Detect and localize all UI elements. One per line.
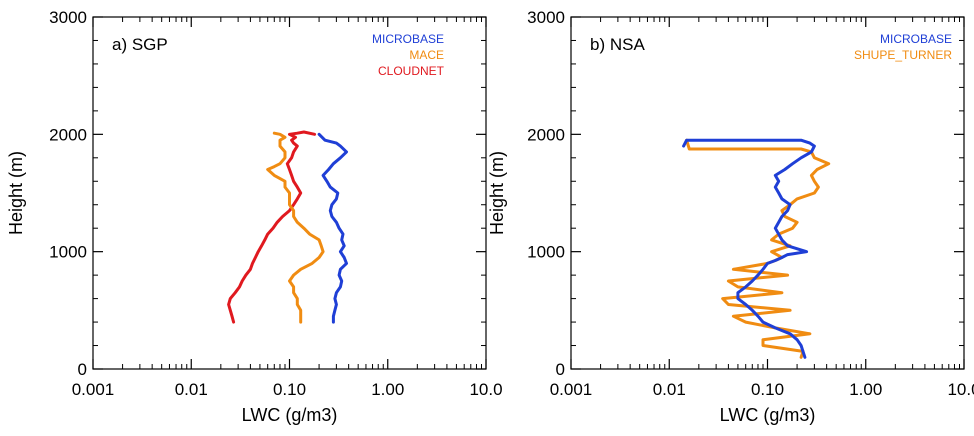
series-line-cloudnet xyxy=(227,130,317,324)
x-tick-label: 0.01 xyxy=(175,380,208,399)
legend-entry-shupe-turner: SHUPE_TURNER xyxy=(854,48,952,62)
legend-entry-microbase: MICROBASE xyxy=(372,32,444,46)
panel-label: a) SGP xyxy=(112,35,168,54)
x-tick-label: 0.01 xyxy=(653,380,686,399)
x-tick-label: 10.0 xyxy=(469,380,502,399)
y-tick-label: 3000 xyxy=(49,8,87,27)
legend-entry-microbase: MICROBASE xyxy=(880,32,952,46)
legend-entry-mace: MACE xyxy=(409,48,444,62)
legend-entry-cloudnet: CLOUDNET xyxy=(378,64,445,78)
y-tick-label: 2000 xyxy=(49,125,87,144)
series-line-microbase xyxy=(682,138,816,359)
x-tick-label: 0.10 xyxy=(273,380,306,399)
x-tick-label: 1.00 xyxy=(371,380,404,399)
x-tick-label: 0.001 xyxy=(72,380,115,399)
x-tick-label: 0.10 xyxy=(751,380,784,399)
y-axis-title: Height (m) xyxy=(487,151,507,235)
panel-sgp: 0.001 0.01 0.10 1.00 10.0 0 1000 2000 3000 LWC (g… xyxy=(6,8,503,425)
plot-frame xyxy=(570,16,965,370)
x-axis-title: LWC (g/m3) xyxy=(242,405,338,425)
x-tick-label: 0.001 xyxy=(550,380,593,399)
y-tick-label: 0 xyxy=(78,360,87,379)
x-tick-label: 1.00 xyxy=(849,380,882,399)
x-axis-title: LWC (g/m3) xyxy=(720,405,816,425)
y-axis-title: Height (m) xyxy=(6,151,26,235)
y-tick-label: 0 xyxy=(556,360,565,379)
series-line-microbase xyxy=(317,132,348,324)
series-line-mace xyxy=(266,131,325,324)
y-tick-label: 2000 xyxy=(527,125,565,144)
x-tick-label: 10.0 xyxy=(947,380,974,399)
panel-label: b) NSA xyxy=(590,35,645,54)
panel-nsa: 0.001 0.01 0.10 1.00 10.0 0 1000 2000 3000 LWC (g… xyxy=(487,8,974,425)
series-line-shupe-turner xyxy=(685,138,831,359)
y-tick-label: 3000 xyxy=(527,8,565,27)
y-tick-label: 1000 xyxy=(527,243,565,262)
y-tick-label: 1000 xyxy=(49,243,87,262)
